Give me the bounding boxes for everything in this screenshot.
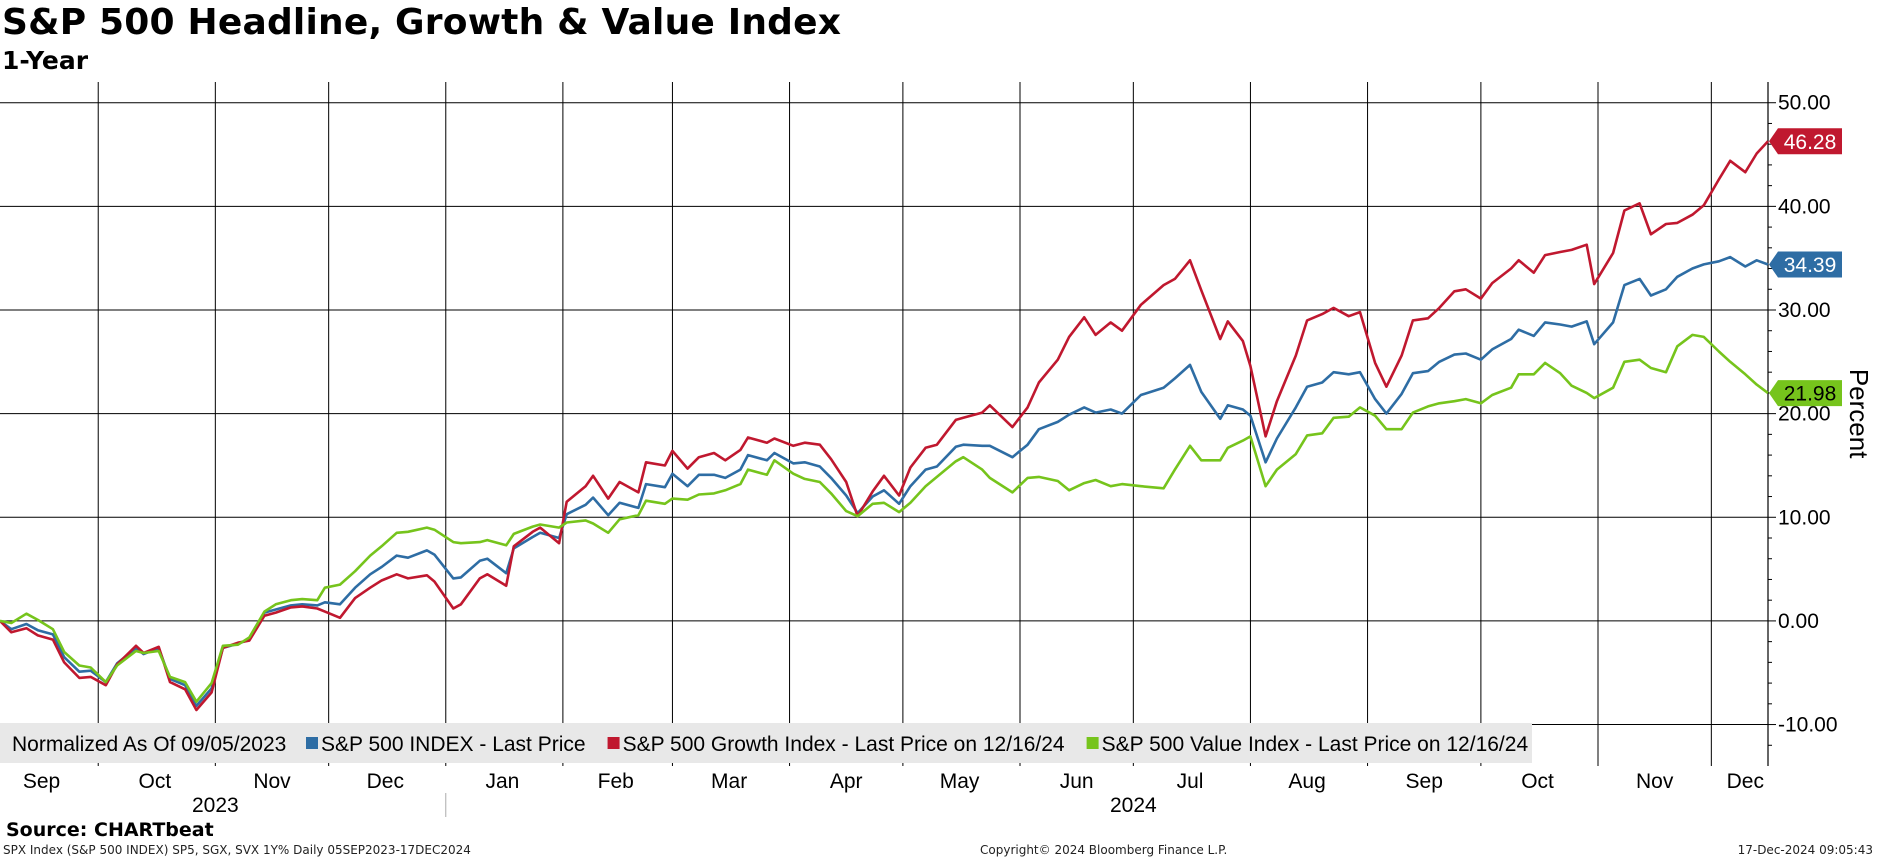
x-month-label-2: Nov (253, 770, 291, 793)
x-axis: Sep Oct Nov Dec Jan Feb Mar Apr May Jun Jul Aug Sep O… (23, 770, 1764, 817)
y-axis-title: Percent (1844, 369, 1874, 459)
x-month-label-15: Dec (1727, 770, 1764, 793)
chart-subtitle: 1-Year (2, 46, 89, 75)
gridlines (0, 82, 1769, 766)
last-value-label-1: 46.28 (1784, 131, 1837, 154)
x-month-label-14: Nov (1636, 770, 1674, 793)
y-axis: 50.00 40.00 30.00 20.00 10.00 0.00 -10.00 Perce… (1768, 92, 1874, 746)
legend-header: Normalized As Of 09/05/2023 (12, 733, 286, 756)
copyright-note: Copyright© 2024 Bloomberg Finance L.P. (980, 843, 1228, 857)
y-tick-label-2: 30.00 (1778, 299, 1831, 322)
series-line-0 (0, 255, 1769, 708)
x-month-label-12: Sep (1406, 770, 1443, 793)
x-month-label-7: Apr (830, 770, 863, 793)
x-month-label-3: Dec (367, 770, 404, 793)
legend: Normalized As Of 09/05/2023 S&P 500 INDEX… (0, 723, 1532, 763)
legend-swatch-1 (607, 737, 620, 749)
legend-entry-1: S&P 500 Growth Index - Last Price on 12/… (623, 733, 1065, 756)
source-note: Source: CHARTbeat (6, 819, 214, 841)
x-month-label-13: Oct (1521, 770, 1554, 793)
x-month-label-6: Mar (711, 770, 747, 793)
series-line-2 (0, 333, 1769, 703)
last-value-label-2: 21.98 (1784, 383, 1837, 406)
y-tick-label-0: 50.00 (1778, 92, 1831, 115)
legend-entry-2: S&P 500 Value Index - Last Price on 12/1… (1102, 733, 1529, 756)
y-tick-label-4: 10.00 (1778, 506, 1831, 529)
x-month-label-9: Jun (1060, 770, 1094, 793)
series-lines (0, 140, 1769, 712)
legend-entry-0: S&P 500 INDEX - Last Price (321, 733, 586, 756)
series-line-1 (0, 140, 1769, 712)
x-month-label-0: Sep (23, 770, 60, 793)
last-value-flag-1 (1769, 128, 1842, 155)
x-month-label-4: Jan (486, 770, 520, 793)
x-month-label-8: May (940, 770, 980, 793)
y-tick-label-6: -10.00 (1778, 714, 1838, 737)
x-month-label-5: Feb (598, 770, 634, 793)
legend-swatch-2 (1086, 737, 1099, 749)
y-tick-label-3: 20.00 (1778, 403, 1831, 426)
y-tick-label-1: 40.00 (1778, 195, 1831, 218)
last-value-flag-0 (1769, 251, 1842, 278)
timestamp: 17-Dec-2024 09:05:43 (1737, 843, 1873, 857)
last-value-label-0: 34.39 (1784, 254, 1837, 277)
last-value-flag-2 (1769, 380, 1842, 407)
legend-background (0, 723, 1532, 763)
chart-title: S&P 500 Headline, Growth & Value Index (2, 2, 842, 43)
x-month-label-10: Jul (1177, 770, 1204, 793)
x-month-label-11: Aug (1288, 770, 1325, 793)
x-year-label-1: 2024 (1110, 794, 1157, 817)
series-info: SPX Index (S&P 500 INDEX) SP5, SGX, SVX … (3, 843, 471, 857)
y-tick-label-5: 0.00 (1778, 610, 1819, 633)
x-month-label-1: Oct (139, 770, 172, 793)
x-year-label-0: 2023 (192, 794, 239, 817)
legend-swatch-0 (306, 737, 318, 749)
